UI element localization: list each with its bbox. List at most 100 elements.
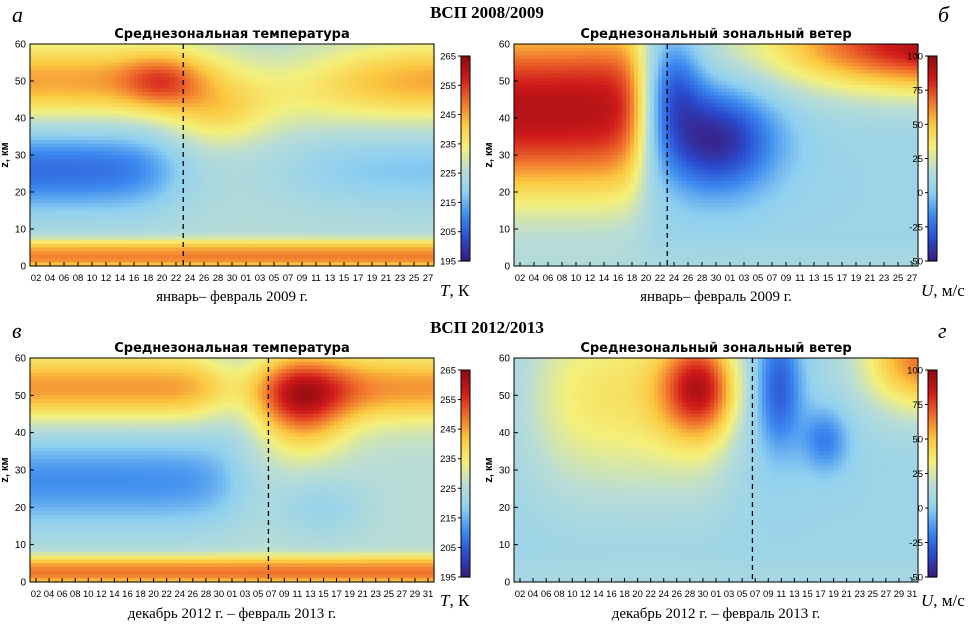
heatmap-cell xyxy=(238,177,243,181)
heatmap-cell xyxy=(246,103,251,107)
heatmap-cell xyxy=(274,125,279,129)
heatmap-cell xyxy=(50,137,55,141)
heatmap-cell xyxy=(174,44,179,48)
heatmap-cell xyxy=(158,92,163,96)
heatmap-cell xyxy=(310,122,315,126)
heatmap-cell xyxy=(354,159,359,163)
heatmap-cell xyxy=(198,88,203,92)
heatmap-cell xyxy=(34,233,39,237)
heatmap-cell xyxy=(262,222,267,226)
heatmap-cell xyxy=(178,100,183,104)
heatmap-cell xyxy=(162,92,167,96)
heatmap-cell xyxy=(158,236,163,240)
heatmap-cell xyxy=(62,63,67,67)
heatmap-cell xyxy=(318,92,323,96)
heatmap-cell xyxy=(290,229,295,233)
heatmap-cell xyxy=(110,48,115,52)
heatmap-cell xyxy=(206,103,211,107)
heatmap-cell xyxy=(334,74,339,78)
panel-letter-b: б xyxy=(938,2,950,27)
heatmap-cell xyxy=(74,88,79,92)
heatmap-cell xyxy=(134,166,139,170)
heatmap-cell xyxy=(238,122,243,126)
heatmap-cell xyxy=(134,51,139,55)
heatmap-cell xyxy=(74,225,79,229)
heatmap-cell xyxy=(338,229,343,233)
heatmap-cell xyxy=(322,188,327,192)
heatmap-cell xyxy=(254,148,259,152)
heatmap-cell xyxy=(354,214,359,218)
heatmap-cell xyxy=(334,77,339,81)
heatmap-cell xyxy=(278,207,283,211)
heatmap-cell xyxy=(330,155,335,159)
heatmap-cell xyxy=(270,255,275,259)
heatmap-cell xyxy=(246,233,251,237)
heatmap-cell xyxy=(258,70,263,74)
heatmap-cell xyxy=(350,59,355,63)
heatmap-cell xyxy=(106,81,111,85)
heatmap-cell xyxy=(318,185,323,189)
heatmap-cell xyxy=(138,251,143,255)
heatmap-cell xyxy=(194,196,199,200)
heatmap-cell xyxy=(94,233,99,237)
heatmap-cell xyxy=(114,185,119,189)
heatmap-cell xyxy=(198,174,203,178)
heatmap-cell xyxy=(282,177,287,181)
heatmap-cell xyxy=(342,248,347,252)
heatmap-cell xyxy=(102,181,107,185)
heatmap-cell xyxy=(162,188,167,192)
heatmap-cell xyxy=(58,59,63,63)
heatmap-cell xyxy=(338,159,343,163)
heatmap-cell xyxy=(174,251,179,255)
heatmap-cell xyxy=(150,151,155,155)
heatmap-cell xyxy=(202,229,207,233)
heatmap-cell xyxy=(122,162,127,166)
heatmap-cell xyxy=(38,55,43,59)
heatmap-cell xyxy=(98,118,103,122)
heatmap-cell xyxy=(218,137,223,141)
heatmap-cell xyxy=(126,218,131,222)
heatmap-cell xyxy=(238,196,243,200)
heatmap-cell xyxy=(318,207,323,211)
heatmap-cell xyxy=(238,85,243,89)
heatmap-cell xyxy=(322,92,327,96)
heatmap-cell xyxy=(214,144,219,148)
heatmap-cell xyxy=(70,133,75,137)
heatmap-cell xyxy=(290,192,295,196)
heatmap-cell xyxy=(342,144,347,148)
heatmap-cell xyxy=(254,259,259,263)
heatmap-cell xyxy=(326,129,331,133)
heatmap-cell xyxy=(70,88,75,92)
heatmap-cell xyxy=(118,92,123,96)
heatmap-cell xyxy=(94,103,99,107)
heatmap-cell xyxy=(90,77,95,81)
heatmap-cell xyxy=(38,218,43,222)
heatmap-cell xyxy=(310,111,315,115)
heatmap-cell xyxy=(274,133,279,137)
heatmap-cell xyxy=(50,88,55,92)
heatmap-cell xyxy=(174,100,179,104)
heatmap-cell xyxy=(270,81,275,85)
heatmap-cell xyxy=(166,103,171,107)
heatmap-cell xyxy=(118,240,123,244)
heatmap-cell xyxy=(330,103,335,107)
heatmap-cell xyxy=(330,207,335,211)
heatmap-cell xyxy=(174,140,179,144)
heatmap-cell xyxy=(250,244,255,248)
heatmap-cell xyxy=(106,88,111,92)
heatmap-cell xyxy=(254,114,259,118)
heatmap-cell xyxy=(238,55,243,59)
heatmap-cell xyxy=(310,66,315,70)
heatmap-cell xyxy=(94,48,99,52)
heatmap-cell xyxy=(262,229,267,233)
heatmap-cell xyxy=(306,151,311,155)
heatmap-cell xyxy=(70,214,75,218)
heatmap-cell xyxy=(198,233,203,237)
heatmap-cell xyxy=(142,218,147,222)
heatmap-cell xyxy=(302,166,307,170)
heatmap-cell xyxy=(238,114,243,118)
heatmap-cell xyxy=(46,222,51,226)
heatmap-cell xyxy=(234,118,239,122)
heatmap-cell xyxy=(82,107,87,111)
heatmap-cell xyxy=(54,148,59,152)
